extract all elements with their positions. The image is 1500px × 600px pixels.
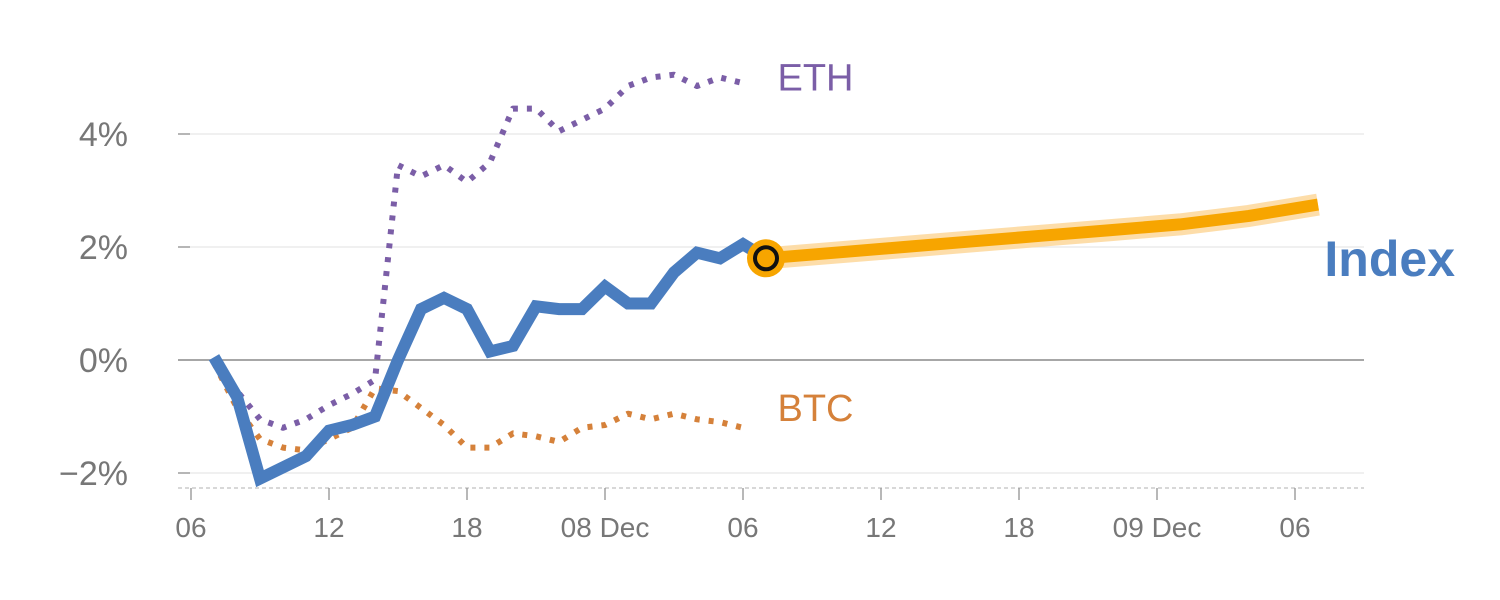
y-tick-label: 0% [79,342,128,380]
series-labels: ETH BTC Index [778,58,1456,431]
series-label-eth: ETH [778,58,854,100]
x-tick-label: 09 Dec [1113,512,1202,543]
series-label-btc: BTC [778,388,854,430]
x-axis: 06 12 18 08 Dec 06 12 18 09 Dec 06 [175,488,1311,543]
series-line-index [208,237,770,488]
x-tick-label: 18 [1003,512,1034,543]
y-axis: 4% 2% 0% −2% [59,116,190,493]
series-group [208,71,1320,488]
x-tick-label: 12 [313,512,344,543]
y-tick-label: −2% [59,455,128,493]
y-tick-label: 4% [79,116,128,154]
x-tick-label: 06 [1279,512,1310,543]
current-point-marker [753,245,779,272]
index-label: Index [1324,231,1455,287]
forecast-line [765,198,1319,265]
x-tick-label: 12 [865,512,896,543]
y-tick-label: 2% [79,229,128,267]
x-tick-label: 06 [727,512,758,543]
grid [178,133,1364,474]
x-tick-label: 06 [175,512,206,543]
x-tick-label: 18 [451,512,482,543]
x-tick-label: 08 Dec [561,512,650,543]
series-line-btc [211,361,744,454]
series-line-eth [211,71,744,431]
